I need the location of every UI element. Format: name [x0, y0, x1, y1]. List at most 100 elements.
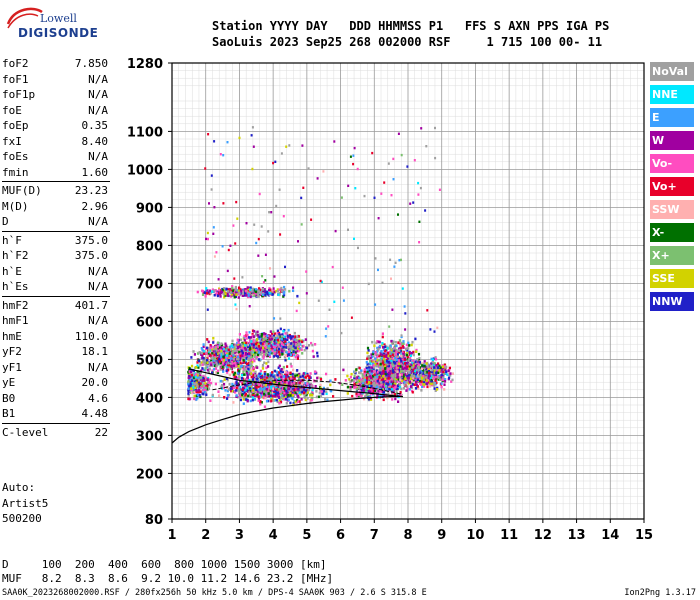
echo-point	[196, 372, 200, 376]
echo-point	[199, 390, 202, 394]
echo-point	[346, 374, 349, 378]
echo-point	[408, 388, 411, 391]
echo-point	[236, 395, 240, 399]
echo-point	[230, 357, 233, 360]
echo-point	[375, 383, 378, 386]
echo-point	[426, 385, 429, 389]
echo-point	[208, 383, 211, 387]
echo-point	[279, 387, 282, 391]
echo-point	[370, 398, 373, 401]
echo-point	[268, 355, 272, 358]
echo-point	[253, 348, 256, 352]
echo-point	[211, 369, 214, 372]
echo-point	[218, 355, 221, 358]
echo-point	[215, 349, 218, 352]
echo-point	[249, 288, 252, 292]
echo-point	[434, 374, 437, 377]
echo-point	[307, 380, 310, 384]
echo-point	[252, 394, 255, 397]
echo-point	[297, 345, 301, 348]
echo-point	[414, 337, 417, 341]
echo-point	[324, 398, 327, 401]
echo-point	[370, 381, 373, 385]
echo-point	[247, 345, 250, 349]
echo-point	[251, 398, 254, 402]
echo-point	[276, 338, 280, 342]
echo-point	[277, 371, 280, 374]
echo-point	[363, 370, 366, 373]
echo-point	[285, 383, 288, 386]
echo-point	[374, 379, 377, 382]
echo-point	[265, 354, 269, 358]
echo-point	[230, 354, 233, 358]
echo-point	[443, 383, 446, 386]
echo-point	[278, 354, 281, 358]
echo-point	[243, 294, 246, 297]
echo-point	[290, 365, 293, 368]
echo-point	[190, 391, 194, 394]
echo-point	[300, 382, 304, 386]
echo-point	[235, 360, 238, 363]
echo-point	[235, 293, 238, 296]
echo-point	[252, 358, 255, 361]
echo-point	[361, 373, 364, 376]
echo-point	[251, 378, 255, 381]
param-row: h`Es N/A	[2, 279, 110, 295]
echo-point	[269, 334, 272, 338]
echo-point	[282, 343, 285, 346]
echo-point	[235, 349, 238, 352]
echo-point	[203, 368, 206, 372]
echo-point	[377, 389, 380, 393]
echo-point	[214, 347, 217, 351]
param-label: foEp	[2, 119, 29, 132]
echo-point	[319, 394, 323, 398]
echo-point	[202, 386, 205, 389]
echo-point	[287, 341, 290, 344]
echo-point	[236, 341, 239, 345]
echo-point	[319, 390, 322, 393]
echo-point	[371, 340, 374, 344]
echo-point	[226, 352, 229, 356]
echo-point	[229, 287, 232, 291]
echo-point	[367, 394, 370, 398]
echo-point	[287, 347, 290, 351]
echo-point	[356, 380, 359, 383]
echo-point	[419, 373, 422, 377]
echo-point	[198, 393, 201, 397]
echo-point	[256, 292, 259, 296]
echo-point	[264, 293, 267, 297]
echo-point	[195, 389, 198, 392]
echo-point	[280, 368, 283, 371]
echo-point	[315, 395, 318, 399]
echo-point	[253, 394, 256, 397]
echo-point	[243, 354, 246, 357]
echo-point	[424, 371, 427, 374]
echo-point	[264, 394, 267, 397]
param-row: hmE 110.0	[2, 329, 110, 345]
echo-point	[422, 378, 425, 382]
param-row: foF2 7.850	[2, 56, 110, 72]
param-value: 0.35	[81, 119, 109, 132]
echo-point	[207, 346, 210, 350]
echo-point	[276, 391, 280, 395]
echo-point	[199, 374, 202, 378]
echo-point	[319, 378, 323, 381]
echo-point	[251, 360, 254, 364]
echo-point	[285, 381, 288, 384]
echo-point	[368, 372, 371, 375]
echo-point	[208, 354, 211, 358]
echo-point	[287, 353, 290, 356]
echo-point	[265, 399, 269, 403]
echo-point	[263, 335, 266, 339]
echo-point	[271, 384, 275, 388]
echo-point	[256, 338, 259, 341]
echo-point	[220, 342, 223, 345]
echo-point	[296, 383, 299, 387]
echo-point	[227, 388, 230, 391]
echo-point	[277, 341, 280, 344]
echo-point	[436, 366, 440, 369]
echo-point	[278, 401, 281, 405]
echo-point	[218, 394, 221, 397]
echo-point	[210, 381, 213, 385]
param-value: 401.7	[74, 298, 108, 312]
